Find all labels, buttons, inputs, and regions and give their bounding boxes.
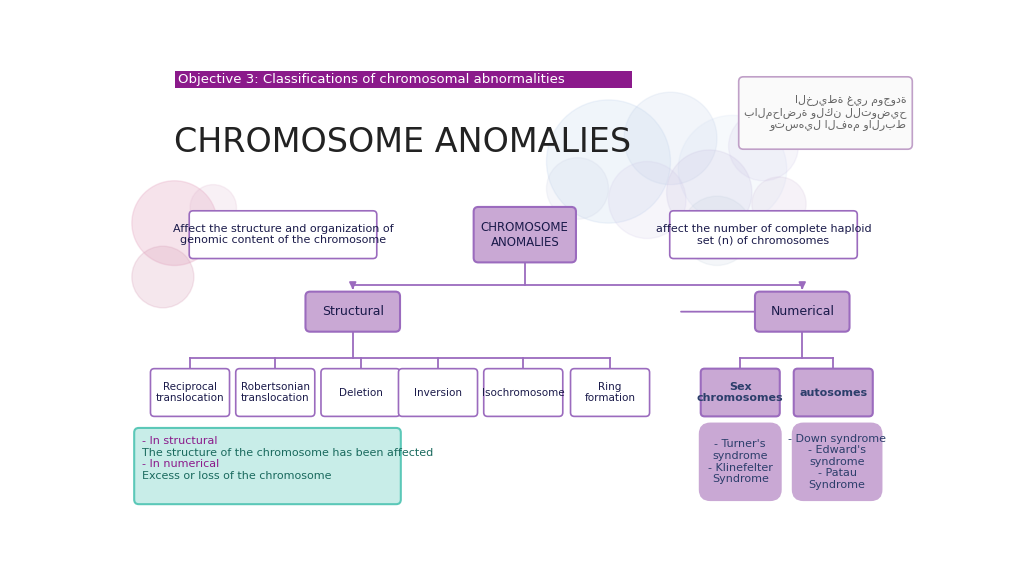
Circle shape — [752, 177, 806, 231]
Circle shape — [667, 150, 752, 234]
Text: - In numerical: - In numerical — [142, 459, 219, 469]
Text: Sex
chromosomes: Sex chromosomes — [697, 382, 783, 403]
FancyBboxPatch shape — [305, 291, 400, 332]
FancyBboxPatch shape — [738, 77, 912, 149]
Circle shape — [547, 158, 608, 219]
Text: CHROMOSOME
ANOMALIES: CHROMOSOME ANOMALIES — [481, 221, 568, 249]
Text: Structural: Structural — [322, 305, 384, 318]
FancyBboxPatch shape — [670, 211, 857, 259]
Circle shape — [190, 185, 237, 231]
Circle shape — [132, 181, 217, 266]
Circle shape — [547, 100, 671, 223]
Text: - In structural: - In structural — [142, 436, 217, 446]
FancyBboxPatch shape — [174, 71, 632, 88]
Text: Robertsonian
translocation: Robertsonian translocation — [241, 382, 309, 403]
Circle shape — [729, 112, 799, 181]
Text: الخريطة غير موجودة
بالمحاضرة ولكن للتوضيح
وتسهيل الفهم والربط: الخريطة غير موجودة بالمحاضرة ولكن للتوضي… — [744, 95, 906, 131]
FancyBboxPatch shape — [483, 369, 563, 416]
Circle shape — [132, 246, 194, 308]
Text: affect the number of complete haploid
set (n) of chromosomes: affect the number of complete haploid se… — [655, 224, 871, 245]
Circle shape — [608, 161, 686, 238]
Text: Excess or loss of the chromosome: Excess or loss of the chromosome — [142, 471, 332, 481]
FancyBboxPatch shape — [236, 369, 314, 416]
Text: Objective 3: Classifications of chromosomal abnormalities: Objective 3: Classifications of chromoso… — [178, 73, 565, 86]
FancyBboxPatch shape — [134, 428, 400, 504]
Text: Numerical: Numerical — [770, 305, 835, 318]
FancyBboxPatch shape — [474, 207, 575, 263]
Text: Isochromosome: Isochromosome — [482, 388, 564, 397]
FancyBboxPatch shape — [321, 369, 400, 416]
FancyBboxPatch shape — [792, 423, 883, 501]
Text: Deletion: Deletion — [339, 388, 382, 397]
Circle shape — [682, 196, 752, 266]
FancyBboxPatch shape — [794, 369, 872, 416]
FancyBboxPatch shape — [698, 423, 781, 501]
Text: Inversion: Inversion — [414, 388, 462, 397]
Circle shape — [624, 92, 717, 185]
Text: autosomes: autosomes — [799, 388, 867, 397]
Text: - Turner's
syndrome
- Klinefelter
Syndrome: - Turner's syndrome - Klinefelter Syndro… — [708, 439, 773, 484]
Circle shape — [678, 115, 786, 223]
FancyBboxPatch shape — [398, 369, 477, 416]
FancyBboxPatch shape — [700, 369, 779, 416]
Text: CHROMOSOME ANOMALIES: CHROMOSOME ANOMALIES — [174, 126, 632, 159]
Text: Reciprocal
translocation: Reciprocal translocation — [156, 382, 224, 403]
Text: Ring
formation: Ring formation — [585, 382, 636, 403]
Text: Affect the structure and organization of
genomic content of the chromosome: Affect the structure and organization of… — [173, 224, 393, 245]
FancyBboxPatch shape — [189, 211, 377, 259]
FancyBboxPatch shape — [151, 369, 229, 416]
FancyBboxPatch shape — [755, 291, 850, 332]
Text: The structure of the chromosome has been affected: The structure of the chromosome has been… — [142, 448, 433, 457]
Text: - Down syndrome
- Edward's
syndrome
- Patau
Syndrome: - Down syndrome - Edward's syndrome - Pa… — [788, 434, 886, 490]
FancyBboxPatch shape — [570, 369, 649, 416]
